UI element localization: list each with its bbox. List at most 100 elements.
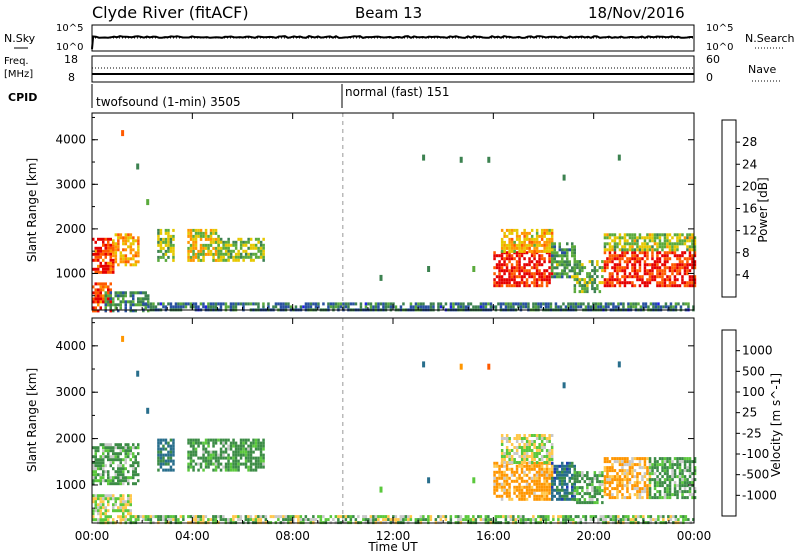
echo-cell [533,281,536,285]
echo-cell [651,463,654,467]
echo-cell [214,237,218,241]
echo-cell [184,302,188,306]
echo-cell [472,515,475,519]
echo-cell [538,249,541,253]
echo-cell [319,515,323,519]
echo-cell [596,263,599,267]
echo-cell [252,252,255,256]
echo-cell [633,254,637,258]
echo-cell [94,497,97,501]
echo-cell [588,477,592,481]
echo-cell [224,252,228,256]
echo-cell [129,449,132,453]
nsky-right-tick-top: 10^5 [706,23,733,34]
echo-cell [149,305,153,309]
echo-cell [459,302,463,306]
echo-cell [566,242,569,246]
echo-cell [583,498,587,502]
echo-cell [364,515,368,519]
echo-cell [239,444,243,448]
echo-cell [588,492,592,496]
echo-cell [607,515,610,519]
echo-cell [658,478,662,482]
echo-cell [525,269,529,273]
echo-cell [234,515,238,519]
echo-cell [137,446,140,450]
echo-cell [545,467,549,471]
echo-cell [505,461,509,464]
echo-cell [124,236,128,240]
echo-cell [678,490,682,494]
echo-cell [550,237,554,241]
echo-cell [493,281,496,285]
echo-cell [194,462,198,466]
echo-cell [693,236,697,240]
echo-cell [94,288,97,292]
echo-cell [500,488,504,492]
echo-cell [498,464,501,468]
echo-cell [107,458,110,462]
echo-cell [117,470,120,474]
echo-cell [568,464,571,468]
echo-cell [688,466,692,470]
freq-label-top: Freq. [4,56,29,67]
echo-cell [259,447,263,451]
echo-cell [172,468,175,472]
echo-cell [99,500,102,504]
echo-cell [219,305,223,309]
echo-cell [129,518,133,522]
echo-cell [550,231,554,235]
echo-cell [94,258,97,262]
echo-cell [520,266,524,270]
echo-cell [162,240,165,244]
echo-cell [159,462,163,466]
echo-cell [520,476,524,480]
echo-cell [525,231,529,235]
echo-cell [167,231,170,235]
echo-cell [581,287,584,291]
echo-cell [212,441,215,445]
echo-cell [124,461,127,465]
echo-cell [646,487,649,491]
echo-cell [207,234,210,238]
echo-cell [666,275,669,279]
echo-cell [626,266,629,270]
echo-cell [611,475,614,479]
echo-cell [254,237,258,241]
echo-cell [244,453,248,457]
echo-cell [648,239,652,243]
echo-cell [681,484,684,488]
echo-cell [500,284,504,288]
echo-cell [112,300,115,304]
echo-cell [309,518,313,522]
echo-cell [563,251,566,255]
echo-cell [237,459,240,463]
echo-cell [494,518,498,522]
echo-cell [104,285,107,289]
echo-cell [533,461,536,465]
echo-cell [513,240,516,244]
echo-cell [594,305,598,309]
echo-cell [658,275,662,279]
echo-cell [202,252,205,256]
echo-cell [631,472,634,476]
echo-cell [554,302,558,306]
echo-cell [586,471,589,475]
echo-cell [569,518,573,522]
echo-cell [107,503,110,507]
echo-cell [508,461,511,464]
echo-cell [608,251,612,255]
echo-cell [114,248,118,252]
echo-cell [129,236,133,240]
echo-cell [613,478,617,482]
echo-cell [653,278,657,282]
echo-cell [518,437,521,440]
echo-cell [613,233,617,237]
echo-cell [162,438,165,442]
echo-cell [102,473,105,477]
echo-cell [117,309,120,313]
echo-cell [234,240,238,244]
echo-cell [247,444,250,448]
echo-cell [114,455,117,459]
echo-cell [327,302,330,306]
